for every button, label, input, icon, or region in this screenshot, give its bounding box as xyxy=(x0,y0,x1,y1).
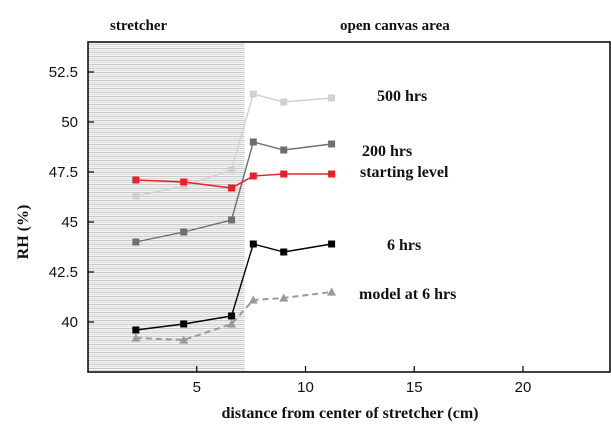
y-axis-ticks: 40 42.5 45 47.5 50 52.5 xyxy=(49,64,94,331)
data-point xyxy=(328,94,336,102)
series-6-hrs xyxy=(132,240,336,334)
data-point xyxy=(132,238,140,246)
x-tick-label: 15 xyxy=(406,379,423,396)
y-tick-label: 50 xyxy=(61,114,78,131)
data-point xyxy=(132,326,140,334)
region-label-open-canvas-area: open canvas area xyxy=(340,18,450,34)
y-tick-label: 47.5 xyxy=(49,164,78,181)
series-200-hrs xyxy=(132,138,336,246)
data-point xyxy=(132,176,140,184)
x-tick-label: 5 xyxy=(193,379,201,396)
series-500-hrs xyxy=(132,90,336,200)
data-point xyxy=(280,98,288,106)
data-point xyxy=(180,178,188,186)
data-point xyxy=(279,293,289,302)
data-point xyxy=(280,170,288,178)
data-point xyxy=(228,312,236,320)
data-point xyxy=(249,240,257,248)
series-line xyxy=(135,291,332,342)
data-point xyxy=(131,333,141,342)
series-line xyxy=(135,141,332,243)
y-tick-label: 40 xyxy=(61,314,78,331)
x-tick-label: 20 xyxy=(515,379,532,396)
series-starting-level xyxy=(132,170,336,192)
series-line xyxy=(135,243,332,331)
data-point xyxy=(132,192,140,200)
x-axis-ticks: 5 10 15 20 xyxy=(193,366,532,396)
data-point xyxy=(249,138,257,146)
data-point xyxy=(227,319,237,328)
x-axis-title: distance from center of stretcher (cm) xyxy=(222,405,479,422)
data-point xyxy=(249,172,257,180)
y-tick-label: 45 xyxy=(61,214,78,231)
data-point xyxy=(179,335,189,344)
y-tick-label: 42.5 xyxy=(49,264,78,281)
data-point xyxy=(327,287,337,296)
series-line xyxy=(135,173,332,189)
data-point xyxy=(328,140,336,148)
data-point xyxy=(280,146,288,154)
data-point xyxy=(228,166,236,174)
series-model-at-6-hrs xyxy=(131,287,337,344)
annotation-200-hrs: 200 hrs xyxy=(362,143,412,160)
annotation-500-hrs: 500 hrs xyxy=(377,88,427,105)
data-point xyxy=(328,240,336,248)
region-label-stretcher: stretcher xyxy=(110,18,168,34)
annotation-6-hrs: 6 hrs xyxy=(387,237,421,254)
y-tick-label: 52.5 xyxy=(49,64,78,81)
data-point xyxy=(328,170,336,178)
data-point xyxy=(180,320,188,328)
data-point xyxy=(228,216,236,224)
series-layer xyxy=(131,90,337,344)
annotation-starting-level: starting level xyxy=(360,164,449,181)
annotation-model-at-6-hrs: model at 6 hrs xyxy=(359,286,456,303)
stretcher-region-shading xyxy=(88,42,245,372)
data-point xyxy=(249,90,257,98)
plot-frame xyxy=(87,41,611,373)
data-point xyxy=(280,248,288,256)
data-point xyxy=(180,228,188,236)
data-point xyxy=(248,295,258,304)
y-axis-title: RH (%) xyxy=(15,205,32,260)
data-point xyxy=(180,182,188,190)
data-point xyxy=(228,184,236,192)
series-line xyxy=(135,93,332,197)
x-tick-label: 10 xyxy=(297,379,314,396)
